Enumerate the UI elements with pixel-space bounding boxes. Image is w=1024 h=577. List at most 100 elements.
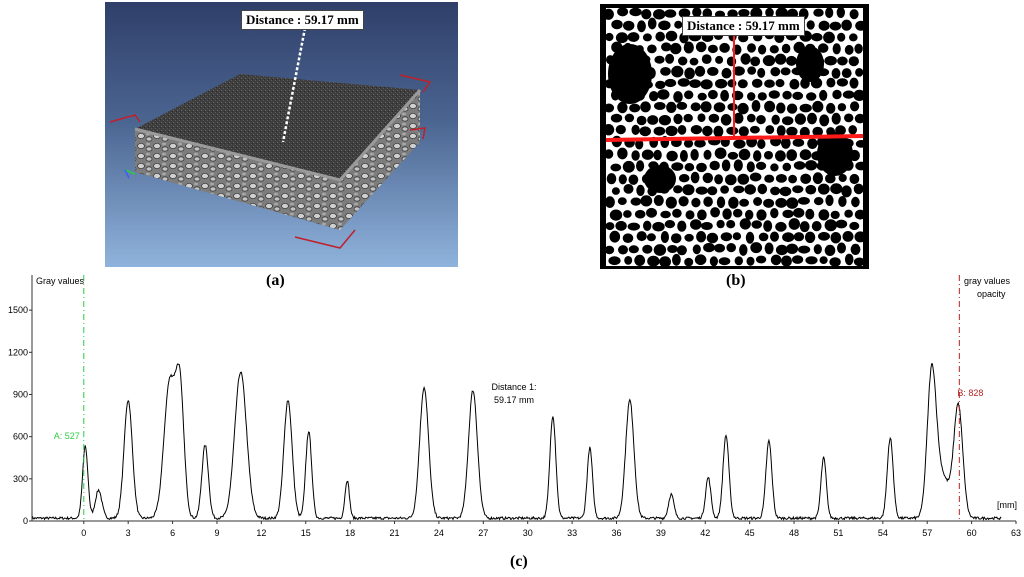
pore-cell [733,159,743,172]
pore-cell [727,103,738,111]
gray-value-series-line [31,363,1002,521]
pore-cell [780,137,791,149]
pore-cell [684,257,694,267]
pore-cell [715,55,724,64]
pore-cell [709,160,720,171]
pore-cell [631,124,640,135]
pore-cell [782,209,794,219]
x-tick-label: 0 [81,528,86,538]
pore-cell [623,20,635,31]
pore-cell [678,196,689,207]
pore-cell [855,140,867,148]
pore-cell [835,219,848,229]
pore-cell [807,138,818,150]
pore-cell [788,218,800,230]
pore-cell [853,183,864,195]
pore-cell [768,90,780,99]
pore-cell [770,208,779,219]
pore-cell [708,113,720,123]
pore-cell [756,115,766,125]
pore-cell [854,231,867,243]
pore-cell [673,113,683,125]
pore-cell [672,253,681,266]
pore-cell [794,113,806,125]
pore-cell [703,196,713,207]
caption-b: (b) [726,272,746,289]
distance-annotation-line1: Distance 1: [491,382,536,392]
pore-cell [770,186,781,196]
pore-cell [636,231,647,242]
pore-cell [799,103,812,113]
pore-cell [665,53,675,64]
pore-cell [751,78,763,88]
pore-cell [720,89,729,102]
pore-cell [775,79,785,88]
pore-cell [750,242,763,254]
pore-cell [770,67,781,77]
pore-cell [604,196,615,208]
pore-cell [830,232,842,244]
panel-b-binary-slice: Distance : 59.17 mm [600,4,869,269]
pore-cell [670,42,682,55]
pore-cell [706,232,719,244]
pore-cell [690,149,699,161]
pore-cell [716,219,725,229]
pore-cell [825,7,834,19]
pore-cell [786,243,799,254]
pore-cell [841,19,852,31]
pore-cell [677,78,690,87]
pore-cell [756,161,767,170]
pore-cell [630,197,642,206]
pore-cell [714,174,723,185]
pore-cell [792,185,804,194]
pore-cell [617,101,628,114]
pore-cell [603,103,615,113]
pore-cell [721,159,731,172]
pore-cell [653,9,666,20]
pore-cell [647,44,657,54]
pore-cell [813,8,824,17]
pore-cell [837,242,846,254]
pore-cell [683,113,693,123]
pore-cell [659,256,671,268]
pore-cell [727,79,737,88]
pore-cell [720,185,729,194]
pore-cell [799,221,810,233]
pore-cell [789,78,800,90]
pore-cell [831,68,841,79]
pore-cell [629,103,641,113]
pore-cell [849,77,859,89]
pore-cell [653,149,662,161]
pore-cell [685,210,695,220]
pore-cell [628,174,639,185]
pore-cell [851,196,860,208]
pore-cell [775,174,787,183]
distance-annotation-line2: 59.17 mm [494,395,534,405]
pore-cell [753,150,762,162]
x-tick-label: 57 [922,528,932,538]
pore-cell [836,6,845,19]
pore-cell [732,232,742,241]
pore-cell [818,231,830,241]
pore-cell [765,7,774,18]
pore-cell [726,243,736,253]
pore-cell [799,149,812,161]
pore-cell [700,101,712,113]
pore-cell [849,9,859,20]
pore-cell [655,31,665,42]
caption-c: (c) [510,553,528,570]
pore-cell [786,55,797,66]
x-tick-label: 6 [170,528,175,538]
y-tick-label: 300 [13,474,28,484]
pore-cell [745,231,755,244]
pore-cell [806,20,815,30]
pore-cell [666,101,677,113]
pore-cell [738,9,750,17]
pore-cell [751,220,762,229]
pore-cell [829,21,842,31]
binary-slice-image [603,6,868,268]
pore-cell [647,115,659,125]
pore-cell [739,244,748,256]
pore-cell [817,183,830,195]
